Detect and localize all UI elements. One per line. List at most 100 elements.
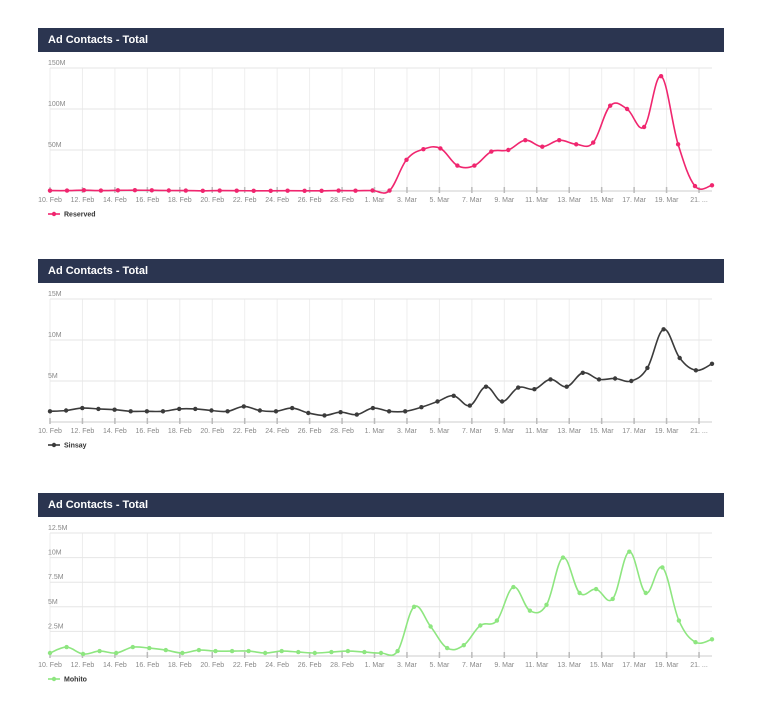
x-tick-label: 12. Feb xyxy=(71,197,95,204)
data-point xyxy=(302,188,307,193)
x-tick-label: 26. Feb xyxy=(298,428,322,435)
x-tick-label: 19. Mar xyxy=(655,197,679,204)
x-tick-label: 15. Mar xyxy=(590,428,614,435)
data-point xyxy=(312,650,317,656)
x-tick-label: 10. Feb xyxy=(38,662,62,669)
data-point xyxy=(419,405,424,410)
x-tick-label: 7. Mar xyxy=(462,428,483,435)
y-tick-label: 50M xyxy=(48,142,62,149)
legend-marker xyxy=(51,442,57,448)
x-tick-label: 16. Feb xyxy=(135,197,159,204)
y-tick-label: 15M xyxy=(48,291,62,298)
x-tick-label: 24. Feb xyxy=(265,662,289,669)
x-tick-label: 22. Feb xyxy=(233,428,257,435)
data-point xyxy=(404,157,409,162)
data-point xyxy=(166,188,171,193)
data-point xyxy=(591,140,596,145)
data-point xyxy=(370,405,376,411)
data-point xyxy=(213,648,218,654)
data-point xyxy=(353,188,358,193)
chart-title: Ad Contacts - Total xyxy=(38,259,724,283)
x-tick-label: 13. Mar xyxy=(557,428,581,435)
x-tick-label: 17. Mar xyxy=(622,662,646,669)
x-tick-label: 17. Mar xyxy=(622,197,646,204)
data-point xyxy=(370,188,375,193)
data-point xyxy=(455,163,460,168)
data-point xyxy=(574,142,579,147)
data-point xyxy=(97,648,102,654)
data-point xyxy=(362,649,367,655)
data-point xyxy=(47,409,53,414)
y-tick-label: 2.5M xyxy=(48,623,64,630)
data-point xyxy=(128,409,133,414)
data-point xyxy=(675,142,681,147)
x-tick-label: 1. Mar xyxy=(365,428,386,435)
x-tick-label: 18. Feb xyxy=(168,197,192,204)
data-point xyxy=(47,650,53,656)
series-line xyxy=(49,328,713,417)
data-point xyxy=(593,586,599,592)
x-tick-label: 24. Feb xyxy=(265,428,289,435)
data-point xyxy=(80,651,86,657)
data-point xyxy=(629,378,634,384)
data-point xyxy=(428,624,433,629)
x-tick-label: 28. Feb xyxy=(330,428,354,435)
data-point xyxy=(200,188,205,193)
data-point xyxy=(147,645,152,651)
y-tick-label: 5M xyxy=(48,599,58,606)
y-tick-label: 10M xyxy=(48,550,62,557)
data-point xyxy=(268,188,273,193)
x-tick-label: 15. Mar xyxy=(590,662,614,669)
x-tick-label: 28. Feb xyxy=(330,197,354,204)
data-point xyxy=(114,650,119,656)
data-point xyxy=(506,147,511,153)
data-point xyxy=(251,188,256,193)
x-tick-label: 18. Feb xyxy=(168,662,192,669)
data-point xyxy=(246,648,251,654)
x-tick-label: 1. Mar xyxy=(365,197,386,204)
chart-panel-sinsay: Ad Contacts - Total 15M 10M 5M 10. Feb 12. F… xyxy=(38,259,724,453)
data-point xyxy=(580,370,585,375)
data-point xyxy=(577,590,582,596)
x-tick-label: 5. Mar xyxy=(429,197,450,204)
chart-panel-mohito: Ad Contacts - Total 12.5M 10M 7.5M 5M 2.5M 10… xyxy=(38,493,724,687)
data-point xyxy=(403,409,408,414)
data-point xyxy=(660,565,665,570)
chart-panel-reserved: Ad Contacts - Total 150M 100M 50M 10. Feb 12… xyxy=(38,28,724,222)
data-point xyxy=(494,618,500,623)
data-point xyxy=(548,377,553,382)
x-tick-label: 21. ... xyxy=(690,197,708,204)
data-point xyxy=(329,649,334,655)
data-point xyxy=(532,387,537,392)
data-point xyxy=(435,399,440,404)
data-point xyxy=(627,549,632,554)
data-point xyxy=(81,188,87,193)
data-point xyxy=(483,384,489,389)
data-point xyxy=(557,138,562,143)
data-point xyxy=(411,604,417,609)
data-point xyxy=(345,648,351,654)
x-tick-label: 19. Mar xyxy=(655,428,679,435)
x-tick-label: 14. Feb xyxy=(103,662,127,669)
data-point xyxy=(63,408,69,413)
x-tick-label: 11. Mar xyxy=(525,428,549,435)
x-tick-label: 20. Feb xyxy=(200,428,224,435)
y-tick-label: 5M xyxy=(48,373,58,380)
y-tick-label: 10M xyxy=(48,332,62,339)
line-chart-mohito: 12.5M 10M 7.5M 5M 2.5M 10. Feb 12. Feb 14. Feb 1… xyxy=(38,525,715,684)
data-point xyxy=(693,368,699,373)
y-tick-label: 12.5M xyxy=(48,525,68,532)
data-point xyxy=(257,408,263,413)
data-point xyxy=(692,183,698,189)
data-point xyxy=(163,647,168,653)
data-point xyxy=(217,188,222,193)
x-tick-label: 22. Feb xyxy=(233,197,257,204)
x-tick-label: 7. Mar xyxy=(462,197,483,204)
data-point xyxy=(544,602,549,607)
data-point xyxy=(560,555,566,560)
data-point xyxy=(527,608,533,613)
data-point xyxy=(643,590,648,596)
x-tick-label: 16. Feb xyxy=(135,428,159,435)
data-point xyxy=(387,188,392,193)
x-tick-label: 3. Mar xyxy=(397,197,418,204)
